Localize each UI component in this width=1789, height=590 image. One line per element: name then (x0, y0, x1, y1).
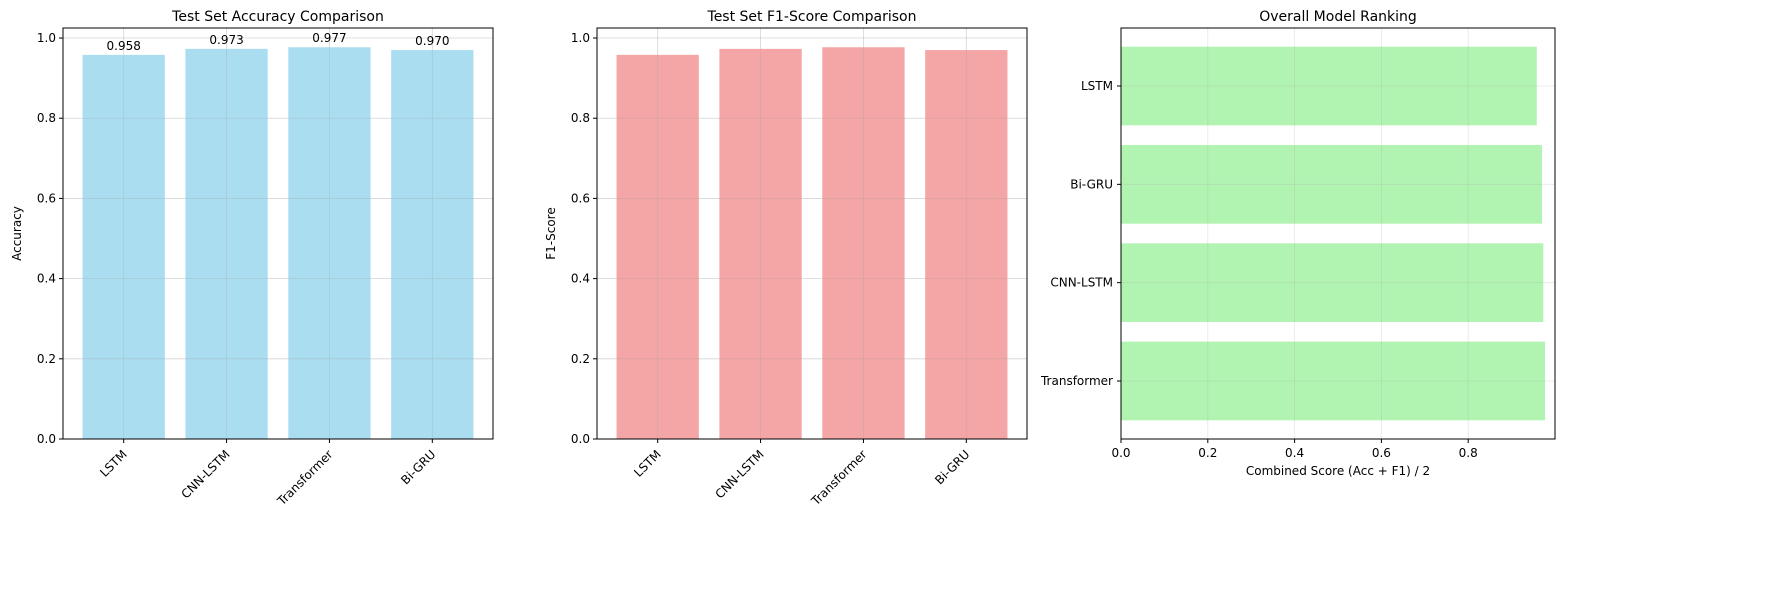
y-axis-label: Accuracy (10, 206, 24, 261)
xtick-label-transformer: Transformer (808, 447, 870, 509)
xtick-label-0: 0.0 (1111, 446, 1130, 460)
ytick-label-3: 0.6 (37, 191, 56, 205)
bar-cnn-lstm (719, 48, 802, 439)
xtick-label-transformer: Transformer (274, 447, 336, 509)
bar-lstm (1121, 46, 1537, 126)
bar-cnn-lstm (1121, 243, 1544, 322)
data-label-cnn-lstm: 0.973 (209, 33, 243, 47)
plot-frame (1120, 27, 1556, 440)
bar-transformer (822, 47, 905, 440)
chart-title: Test Set Accuracy Comparison (171, 9, 384, 25)
bar-transformer (1121, 341, 1546, 421)
xtick-label-bi-gru: Bi-GRU (398, 447, 438, 487)
chart-title: Test Set F1-Score Comparison (707, 9, 917, 25)
ytick-label-0: 0.0 (571, 432, 590, 446)
data-label-lstm: 0.958 (107, 39, 141, 53)
xtick-label-bi-gru: Bi-GRU (932, 447, 972, 487)
xtick-label-4: 0.8 (1459, 446, 1478, 460)
plot-frame (596, 27, 1028, 440)
xtick-label-3: 0.6 (1372, 446, 1391, 460)
x-axis-label: Combined Score (Acc + F1) / 2 (1246, 464, 1430, 478)
plot-frame (62, 27, 494, 440)
bar-cnn-lstm (185, 48, 268, 439)
bar-bi-gru (391, 50, 474, 440)
xtick-label-cnn-lstm: CNN-LSTM (712, 447, 766, 501)
ytick-label-1: 0.2 (37, 352, 56, 366)
y-axis-label: F1-Score (544, 207, 558, 259)
ytick-label-4: 0.8 (571, 111, 590, 125)
accuracy-chart: 0.958 0.973 0.977 0.970 0.0 0.2 0.4 0.6 0.8 1.0 LS… (10, 9, 494, 509)
xtick-label-lstm: LSTM (97, 447, 130, 480)
ytick-label-0: 0.0 (37, 432, 56, 446)
ytick-label-1: 0.2 (571, 352, 590, 366)
ytick-label-3: 0.6 (571, 191, 590, 205)
bar-transformer (288, 47, 371, 440)
xtick-label-lstm: LSTM (631, 447, 664, 480)
bar-bi-gru (1121, 145, 1542, 224)
ytick-label-cnn-lstm: CNN-LSTM (1050, 276, 1113, 290)
ytick-label-5: 1.0 (37, 31, 56, 45)
ytick-label-2: 0.4 (571, 272, 590, 286)
ytick-label-4: 0.8 (37, 111, 56, 125)
ytick-label-lstm: LSTM (1081, 79, 1113, 93)
xtick-label-cnn-lstm: CNN-LSTM (178, 447, 232, 501)
chart-title: Overall Model Ranking (1259, 9, 1417, 25)
bar-lstm (82, 54, 165, 440)
ytick-label-transformer: Transformer (1040, 374, 1113, 388)
data-label-bi-gru: 0.970 (415, 34, 449, 48)
xtick-label-2: 0.4 (1285, 446, 1304, 460)
f1-score-chart: 0.0 0.2 0.4 0.6 0.8 1.0 LSTM CNN-LSTM Transforme… (544, 9, 1028, 509)
xtick-label-1: 0.2 (1198, 446, 1217, 460)
bar-bi-gru (925, 50, 1008, 440)
ytick-label-bi-gru: Bi-GRU (1070, 177, 1113, 191)
ytick-label-5: 1.0 (571, 31, 590, 45)
ranking-chart: 0.0 0.2 0.4 0.6 0.8 Transformer CNN-LSTM Bi-GRU… (1040, 9, 1556, 478)
data-label-transformer: 0.977 (312, 31, 346, 45)
bar-lstm (616, 54, 699, 440)
ytick-label-2: 0.4 (37, 272, 56, 286)
